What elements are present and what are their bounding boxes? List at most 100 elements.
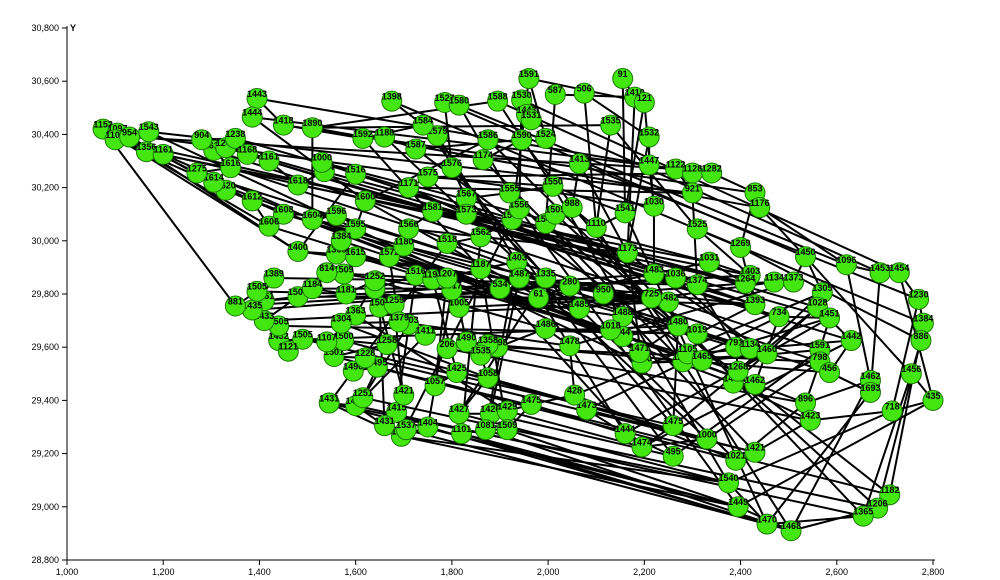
node-circle[interactable] [592,283,614,305]
node[interactable]: 1543 [138,121,160,143]
node[interactable]: 1275 [186,162,208,184]
node[interactable]: 954 [119,126,141,148]
node-circle[interactable] [643,263,665,285]
node[interactable]: 1431 [374,415,396,437]
node-circle[interactable] [782,271,804,293]
node-circle[interactable] [422,201,444,223]
node-circle[interactable] [559,335,581,357]
node-circle[interactable] [756,513,778,535]
node-circle[interactable] [475,419,497,441]
node[interactable]: 1465 [691,350,713,371]
node[interactable]: 1616 [220,157,242,179]
node[interactable]: 1485 [568,298,590,320]
node-circle[interactable] [643,195,665,217]
node[interactable]: 1030 [643,195,665,217]
node[interactable]: 881 [224,295,246,317]
node-circle[interactable] [691,350,713,371]
node[interactable]: 121 [633,91,655,113]
node-circle[interactable] [412,114,434,136]
node-circle[interactable] [417,166,439,188]
node[interactable]: 1252 [364,270,386,292]
node-circle[interactable] [900,363,922,385]
node-circle[interactable] [455,203,477,225]
node-circle[interactable] [535,267,557,289]
node[interactable]: 1182 [879,484,901,506]
node[interactable]: 1207 [436,267,458,289]
node[interactable]: 534 [489,278,511,300]
node[interactable]: 1031 [698,251,720,273]
node-circle[interactable] [345,218,367,240]
node[interactable]: 1487 [508,267,530,289]
node-circle[interactable] [455,331,477,353]
node-circle[interactable] [701,162,723,184]
node[interactable]: 1505 [292,328,314,350]
node[interactable]: 1174 [472,149,494,171]
node[interactable]: 1537 [395,419,417,441]
node[interactable]: 1421 [393,384,415,406]
node-circle[interactable] [840,330,862,352]
node[interactable]: 1258 [376,334,398,356]
node-circle[interactable] [629,342,651,364]
node-circle[interactable] [119,126,141,148]
node-circle[interactable] [922,389,944,411]
node-circle[interactable] [744,441,766,463]
node[interactable]: 1588 [487,90,509,112]
node-circle[interactable] [535,318,557,340]
node[interactable]: 725 [641,287,663,309]
node[interactable]: 1518 [436,232,458,254]
node[interactable]: 1596 [325,205,347,227]
node-circle[interactable] [301,117,323,139]
node-circle[interactable] [152,143,174,165]
node[interactable]: 1180 [393,235,415,257]
node-circle[interactable] [246,280,268,302]
node[interactable]: 1590 [511,129,533,151]
node[interactable]: 1264 [734,272,756,294]
node-circle[interactable] [417,416,439,438]
node-circle[interactable] [662,415,684,437]
node[interactable]: 91 [612,68,634,90]
node-circle[interactable] [511,129,533,151]
node[interactable]: 1535 [600,114,622,136]
node-circle[interactable] [665,267,687,289]
node[interactable]: 1600 [354,190,376,212]
node[interactable]: 1161 [258,150,280,172]
node-circle[interactable] [398,218,420,240]
node-circle[interactable] [470,258,492,280]
node-circle[interactable] [376,334,398,356]
node[interactable]: 1584 [412,114,434,136]
node[interactable]: 1107 [316,331,338,353]
node-circle[interactable] [819,307,841,329]
node-circle[interactable] [374,415,396,437]
node[interactable]: 1036 [665,267,687,289]
node[interactable]: 1168 [236,143,258,165]
node-circle[interactable] [393,384,415,406]
node[interactable]: 1400 [287,240,309,262]
node-circle[interactable] [203,171,225,193]
node-circle[interactable] [220,157,242,179]
node-circle[interactable] [472,149,494,171]
node[interactable]: 1187 [470,258,492,280]
node-circle[interactable] [564,384,586,406]
node-circle[interactable] [749,197,771,219]
node[interactable]: 1451 [819,307,841,329]
node-circle[interactable] [316,331,338,353]
node-circle[interactable] [616,242,638,264]
node[interactable]: 1228 [354,347,376,369]
node[interactable]: 1470 [756,513,778,535]
node[interactable]: 1449 [727,496,749,518]
node[interactable]: 1101 [451,423,473,445]
node-circle[interactable] [191,129,213,151]
node[interactable]: 1393 [744,294,766,316]
node-circle[interactable] [398,177,420,199]
node[interactable]: 1365 [852,505,874,527]
node-circle[interactable] [573,82,595,104]
node-circle[interactable] [352,127,374,149]
node-circle[interactable] [576,399,598,421]
node-circle[interactable] [768,306,790,328]
node[interactable]: 1057 [424,375,446,397]
node[interactable]: 1478 [559,335,581,357]
node-circle[interactable] [614,202,636,224]
node-circle[interactable] [241,190,263,212]
node-circle[interactable] [236,143,258,165]
node[interactable]: 1173 [616,242,638,264]
